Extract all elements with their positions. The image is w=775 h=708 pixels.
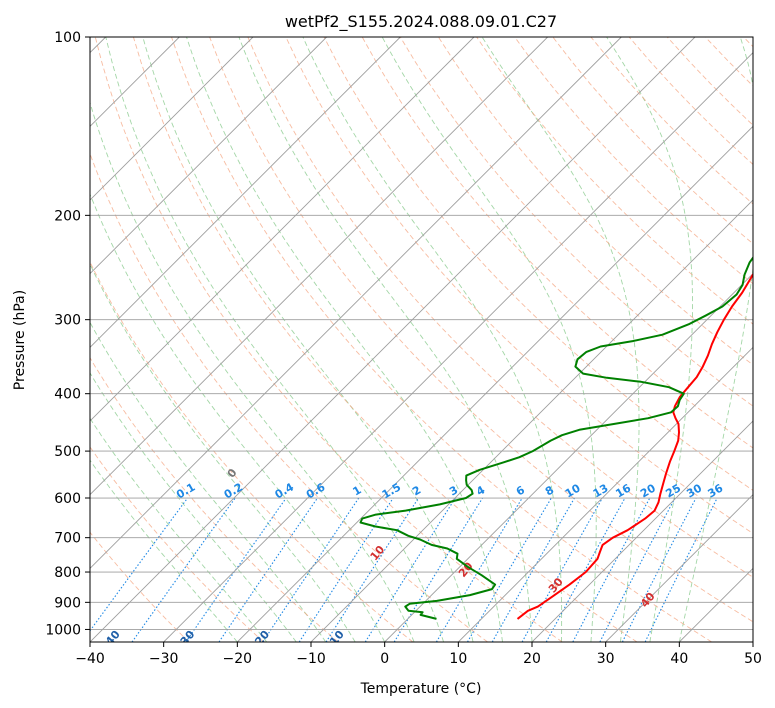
isotherm-line	[605, 494, 753, 642]
mixing-ratio-lines	[90, 497, 718, 642]
y-tick-label: 100	[54, 30, 81, 46]
mixing-ratio-line	[467, 497, 552, 642]
x-tick-label: 0	[380, 651, 389, 667]
dry-adiabat-line	[285, 37, 753, 535]
x-tick-label: 40	[670, 651, 688, 667]
x-tick-label: 30	[597, 651, 615, 667]
mixing-ratio-line	[262, 497, 360, 642]
dry-adiabat-line	[132, 37, 638, 642]
dry-adiabat-line	[361, 37, 753, 449]
dry-adiabat-line	[247, 37, 753, 578]
isotherm-line	[384, 273, 753, 642]
y-tick-label: 800	[54, 565, 81, 581]
x-axis-label: Temperature (°C)	[360, 681, 482, 697]
mixing-ratio-line	[491, 497, 575, 642]
isotherm-line	[310, 199, 753, 642]
mixing-ratio-line	[644, 497, 718, 642]
moist-adiabat-line	[678, 37, 753, 642]
isotherm-line	[90, 37, 254, 201]
mixing-ratio-line	[435, 497, 523, 642]
mixing-ratio-line	[572, 497, 651, 642]
dry-adiabat-line	[323, 37, 753, 491]
moist-adiabat-line	[90, 263, 356, 642]
moist-adiabat-line	[90, 321, 327, 642]
isotherm-line	[90, 37, 622, 569]
x-axis: −40 −30 −20 −10 0 10 20 30 40 50	[75, 642, 762, 667]
x-tick-label: −30	[149, 651, 179, 667]
y-tick-label: 300	[54, 313, 81, 329]
mixing-ratio-line	[599, 497, 676, 642]
sounding-series	[359, 256, 753, 620]
x-tick-label: −10	[296, 651, 326, 667]
y-axis-label: Pressure (hPa)	[12, 290, 28, 390]
isotherm-line	[163, 52, 753, 642]
dry-adiabat-line	[90, 356, 339, 642]
moist-adiabat-line	[481, 37, 640, 642]
y-tick-label: 600	[54, 491, 81, 507]
dry-adiabat-line	[90, 152, 488, 642]
moist-adiabat-line	[90, 459, 238, 642]
y-tick-label: 200	[54, 208, 81, 224]
x-tick-label: 20	[523, 651, 541, 667]
isotherm-line	[90, 37, 475, 422]
y-axis: 1000 900 800 700 600 500 400 300 200 100	[45, 30, 90, 638]
isotherm-line	[90, 37, 401, 348]
mixing-ratio-line	[521, 497, 603, 642]
moist-adiabat-line	[90, 372, 297, 642]
plot-area: 0.10.20.40.611.52346810131620253036-100-…	[90, 37, 753, 642]
y-tick-label: 500	[54, 444, 81, 460]
moist-adiabat-line	[90, 417, 268, 642]
dewpoint-profile-line	[359, 256, 753, 620]
dry-adiabat-line	[94, 37, 563, 642]
chart-title: wetPf2_S155.2024.088.09.01.C27	[285, 12, 557, 32]
isotherm-line	[237, 125, 753, 642]
isotherm-line	[90, 37, 696, 642]
x-tick-label: −40	[75, 651, 105, 667]
moist-adiabat-line	[142, 37, 474, 642]
isotherm-line	[90, 37, 327, 275]
mixing-ratio-line	[325, 497, 419, 642]
x-tick-label: 50	[744, 651, 762, 667]
dry-adiabat-line	[171, 37, 712, 642]
mixing-ratio-line	[393, 497, 483, 642]
mixing-ratio-line	[90, 497, 189, 632]
temperature-profile-line	[516, 272, 753, 620]
x-tick-label: −20	[223, 651, 253, 667]
mixing-ratio-line	[621, 497, 697, 642]
isotherm-line	[90, 37, 548, 496]
y-tick-label: 900	[54, 595, 81, 611]
dry-adiabat-line	[90, 531, 190, 642]
y-tick-label: 700	[54, 531, 81, 547]
y-tick-label: 1000	[45, 622, 81, 638]
moist-adiabat-line	[105, 37, 445, 642]
isotherm-line	[458, 346, 753, 642]
dry-adiabat-line	[399, 37, 753, 407]
moist-adiabat-line	[186, 37, 503, 642]
dry-adiabat-line	[438, 37, 753, 366]
x-tick-label: 10	[449, 651, 467, 667]
mixing-ratio-line	[364, 497, 456, 642]
plot-frame	[89, 36, 754, 643]
moist-adiabat-line	[606, 37, 693, 642]
mixing-ratio-line	[298, 497, 394, 642]
isobars	[90, 37, 753, 630]
moist-adiabat-line	[381, 37, 597, 642]
dry-adiabat-line	[209, 37, 753, 623]
moist-adiabats	[90, 37, 753, 642]
dry-adiabat-line	[90, 446, 264, 642]
isotherms	[90, 37, 753, 642]
mixing-ratio-line	[218, 497, 318, 642]
mixing-ratio-line	[545, 497, 626, 642]
moist-adiabat-line	[302, 37, 563, 642]
moist-adiabat-line	[238, 37, 533, 642]
y-tick-label: 400	[54, 387, 81, 403]
isotherm-line	[531, 420, 753, 642]
